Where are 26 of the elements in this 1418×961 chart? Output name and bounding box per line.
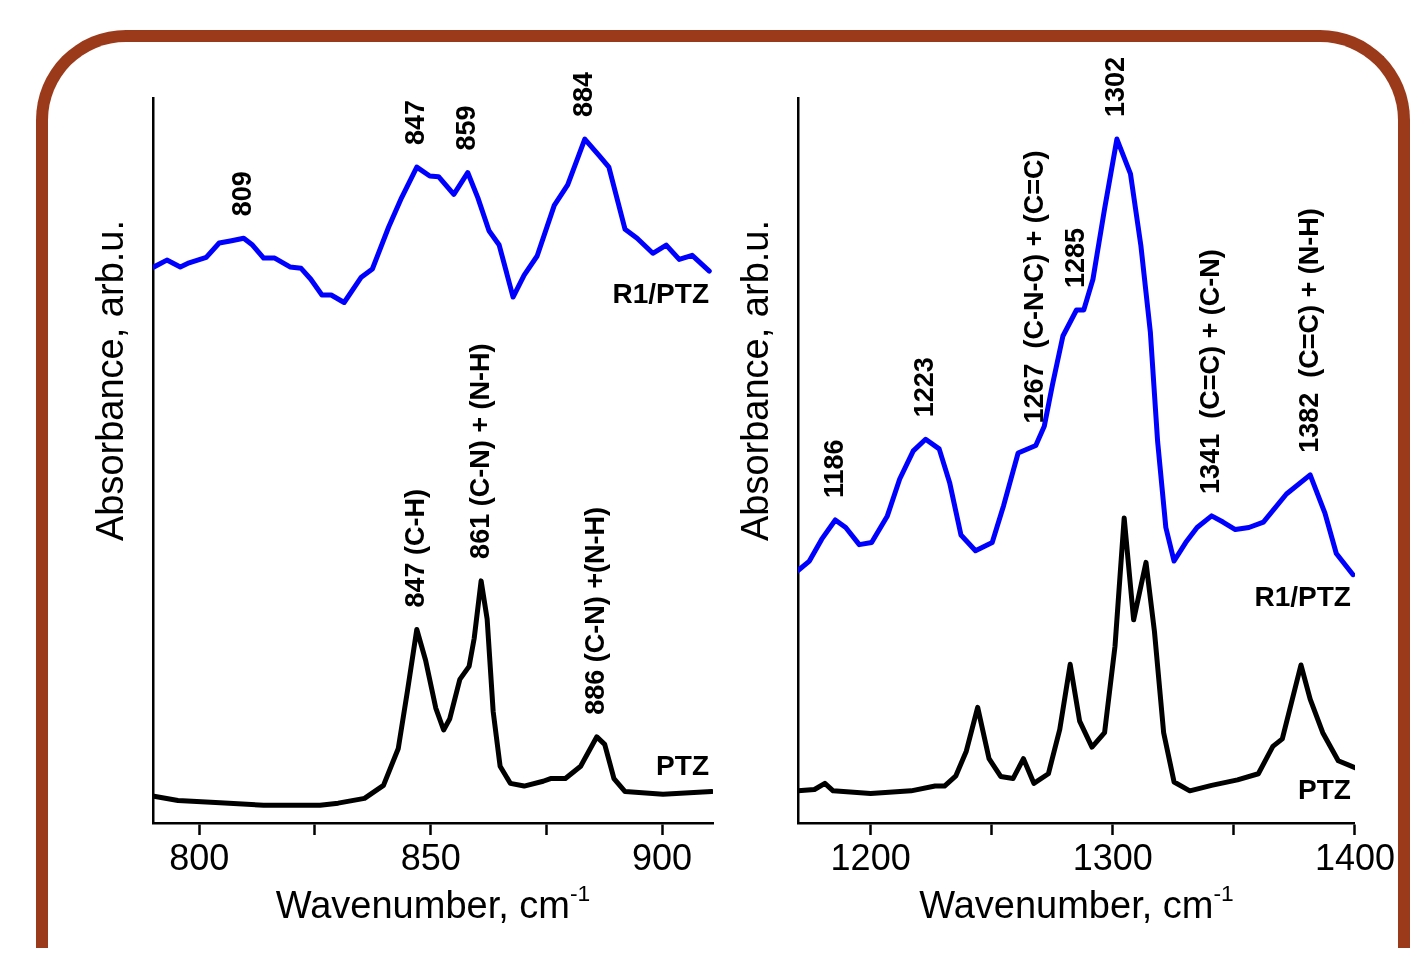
annotation: 859 xyxy=(451,105,482,151)
annotation: 1285 xyxy=(1059,227,1090,289)
annotation: 847 (C-H) xyxy=(400,488,431,608)
x-tick-label: 850 xyxy=(400,836,461,878)
series-label: R1/PTZ xyxy=(612,277,709,309)
x-tick-label: 800 xyxy=(169,836,230,878)
annotation: 886 (C-N) +(N-H) xyxy=(580,507,611,715)
annotation: 861 (C-N) + (N-H) xyxy=(464,343,495,559)
annotation: 1186 xyxy=(818,439,849,498)
y-axis-title: Absorbance, arb.u. xyxy=(734,219,776,542)
y-axis-title: Absorbance, arb.u. xyxy=(89,219,131,542)
annotation: 1223 xyxy=(909,357,940,418)
annotation: 809 xyxy=(227,171,258,217)
series-label: PTZ xyxy=(1298,774,1351,806)
annotation: 1302 xyxy=(1100,56,1131,118)
x-tick-label: 1300 xyxy=(1072,836,1153,878)
annotation: 884 xyxy=(568,71,599,118)
series-label: R1/PTZ xyxy=(1254,581,1351,613)
x-tick-label: 1200 xyxy=(830,836,911,878)
annotation: 847 xyxy=(400,100,431,146)
series-label: PTZ xyxy=(656,750,709,782)
x-tick-label: 1400 xyxy=(1314,836,1395,878)
annotation: 1267 (C-N-C) + (C=C) xyxy=(1019,150,1050,424)
annotation: 1341 (C=C) + (C-N) xyxy=(1195,249,1226,494)
x-tick-label: 900 xyxy=(632,836,693,878)
annotation: 1382 (C=C) + (N-H) xyxy=(1293,208,1324,453)
